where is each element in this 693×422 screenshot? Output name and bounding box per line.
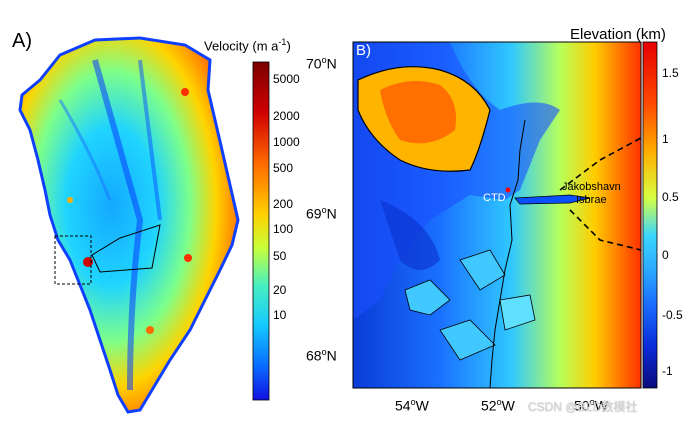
elevation-tick-1.5: 1.5: [662, 66, 679, 80]
elevation-colorbar: [642, 41, 658, 389]
watermark: CSDN @BZD数模社: [528, 400, 638, 414]
panel-a-label: A): [12, 30, 32, 52]
ctd-label: CTD: [483, 192, 506, 204]
lon-label-52: 52oW: [481, 397, 515, 414]
velocity-tick-100: 100: [273, 222, 294, 236]
velocity-tick-10: 10: [273, 308, 287, 322]
glacier-label-line2: Isbrae: [576, 194, 607, 206]
velocity-colorbar-title: Velocity (m a-1): [204, 37, 291, 54]
velocity-tick-20: 20: [273, 283, 287, 297]
elevation-colorbar-title: Elevation (km): [570, 26, 666, 43]
elevation-tick-0: 0: [662, 248, 669, 262]
velocity-tick-200: 200: [273, 197, 294, 211]
velocity-tick-2000: 2000: [273, 109, 300, 123]
jakobshavn-elevation-map: [352, 41, 642, 389]
velocity-colorbar: [252, 61, 270, 401]
velocity-tick-5000: 5000: [273, 72, 300, 86]
elevation-tick--0.5: -0.5: [662, 308, 683, 322]
lat-label-70: 70oN: [306, 55, 337, 72]
greenland-velocity-map: [18, 36, 240, 414]
elevation-tick-0.5: 0.5: [662, 190, 679, 204]
glacier-label-line1: Jakobshavn: [562, 181, 621, 193]
lon-label-50: 50oW: [574, 397, 608, 414]
lat-label-68: 68oN: [306, 347, 337, 364]
velocity-tick-50: 50: [273, 249, 287, 263]
velocity-tick-500: 500: [273, 161, 294, 175]
elevation-tick-1: 1: [662, 132, 669, 146]
lon-label-54: 54oW: [395, 397, 429, 414]
lat-label-69: 69oN: [306, 205, 337, 222]
velocity-tick-1000: 1000: [273, 135, 300, 149]
elevation-tick--1: -1: [662, 364, 673, 378]
panel-b-label: B): [356, 42, 371, 59]
